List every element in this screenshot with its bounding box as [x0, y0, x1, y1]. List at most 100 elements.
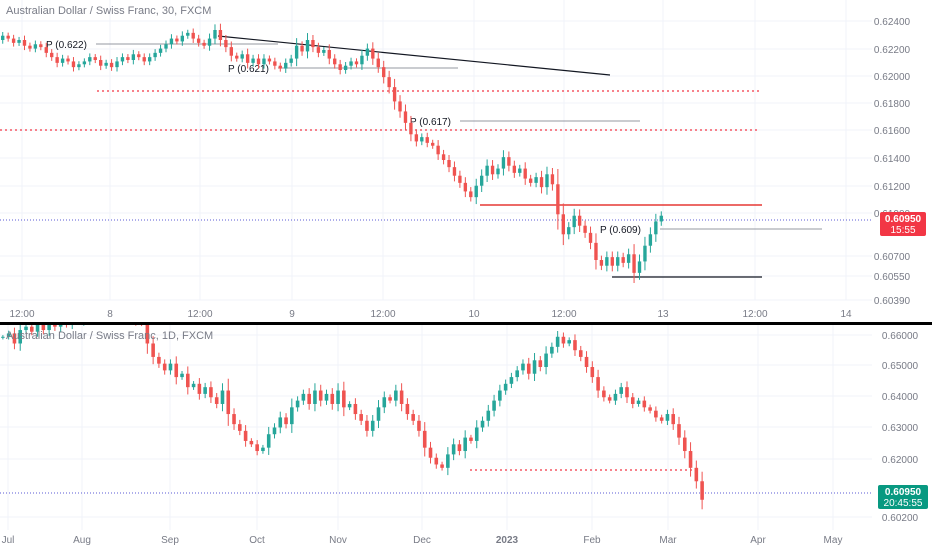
- bottom-candle-body: [474, 427, 479, 441]
- top-candle-body: [169, 38, 174, 45]
- top-chart-panel[interactable]: P (0.622) P (0.621) P (0.617) P (0.609) Aus…: [0, 0, 932, 322]
- top-candle-body: [322, 50, 326, 53]
- top-candle-body: [164, 44, 168, 49]
- bottom-candle-body: [209, 387, 213, 398]
- bottom-candle-body: [238, 424, 242, 431]
- top-candles: [1, 23, 663, 284]
- bottom-candle-body: [203, 387, 207, 394]
- bottom-drawings[interactable]: [0, 469, 872, 494]
- bottom-candle-body: [284, 417, 288, 425]
- top-candle-body: [240, 54, 244, 59]
- top-candle-body: [414, 134, 419, 142]
- bottom-candle-body: [249, 440, 254, 445]
- bottom-candle-body: [550, 346, 554, 354]
- top-candle-body: [376, 58, 380, 68]
- bottom-price-axis[interactable]: 0.66000 0.65000 0.64000 0.63000 0.62000 0.602…: [882, 331, 919, 524]
- bottom-time-tick: Dec: [413, 535, 431, 546]
- bottom-candle-body: [665, 414, 670, 421]
- bottom-candle-body: [12, 333, 17, 344]
- top-candle-body: [284, 62, 288, 69]
- bottom-candle-body: [682, 437, 687, 452]
- bottom-candle-body: [35, 325, 40, 332]
- bottom-candles: [1, 325, 704, 510]
- top-candle-body: [50, 52, 54, 58]
- bottom-candle-body: [446, 454, 450, 468]
- top-time-axis[interactable]: 12:00 8 12:00 9 12:00 10 12:00 13 12:00 14: [9, 309, 852, 320]
- bottom-candle-body: [365, 420, 369, 431]
- top-price-tick: 0.60390: [874, 296, 911, 307]
- top-candle-body: [120, 57, 125, 62]
- bottom-chart-panel[interactable]: Australian Dollar / Swiss Franc, 1D, FXC…: [0, 325, 932, 550]
- top-candle-body: [278, 65, 282, 69]
- top-candle-body: [583, 225, 587, 233]
- bottom-time-tick: 2023: [496, 535, 519, 546]
- bottom-candle-body: [174, 363, 179, 378]
- bottom-candle-body: [255, 444, 259, 452]
- top-candle-body: [316, 47, 321, 53]
- bottom-candle-body: [232, 414, 236, 425]
- top-candle-body: [77, 64, 81, 68]
- bottom-candle-body: [625, 387, 629, 398]
- bottom-candle-body: [370, 420, 375, 431]
- top-candle-body: [463, 182, 468, 192]
- bottom-candle-body: [226, 390, 231, 415]
- top-candle-body: [632, 254, 636, 273]
- bottom-grid: [0, 325, 872, 530]
- top-candle-body: [251, 58, 255, 63]
- top-time-tick: 12:00: [742, 309, 767, 320]
- top-candle-body: [485, 165, 489, 176]
- top-candle-body: [610, 257, 614, 266]
- top-candle-body: [224, 40, 228, 48]
- trendline[interactable]: [217, 35, 611, 76]
- bottom-candle-body: [214, 397, 219, 404]
- top-time-tick: 12:00: [187, 309, 212, 320]
- bottom-candle-body: [428, 447, 433, 458]
- top-candle-body: [294, 45, 299, 59]
- bottom-candle-body: [417, 420, 421, 431]
- top-price-axis[interactable]: 0.62400 0.62200 0.62000 0.61800 0.61600 0.614…: [874, 17, 911, 307]
- top-candle-body: [392, 87, 397, 102]
- top-candle-body: [6, 35, 10, 39]
- bottom-candle-body: [53, 325, 57, 327]
- bottom-candle-body: [278, 417, 283, 428]
- top-candle-body: [115, 61, 119, 68]
- bottom-candle-body: [162, 363, 167, 371]
- top-candle-body: [626, 254, 631, 263]
- top-candle-body: [561, 214, 565, 235]
- top-candle-body: [447, 160, 451, 168]
- bottom-candle-body: [498, 390, 502, 401]
- bottom-candle-body: [186, 373, 190, 388]
- bottom-candle-body: [295, 400, 300, 408]
- bottom-candle-body: [613, 393, 618, 401]
- bottom-candle-body: [168, 363, 173, 371]
- bottom-candle-body: [243, 430, 248, 441]
- top-price-tick: 0.61600: [874, 126, 911, 137]
- top-candle-body: [425, 137, 429, 143]
- top-candle-body: [643, 245, 647, 262]
- pivot-label: P (0.609): [600, 225, 641, 236]
- bottom-candle-body: [659, 417, 664, 421]
- top-price-tick: 0.60550: [874, 272, 911, 283]
- top-candle-body: [28, 45, 32, 49]
- bottom-candle-body: [180, 373, 184, 378]
- bottom-candle-body: [388, 397, 392, 401]
- bottom-candle-body: [376, 407, 381, 421]
- bottom-candle-body: [272, 427, 277, 435]
- bottom-time-tick: Sep: [161, 535, 179, 546]
- bottom-candle-body: [561, 336, 566, 344]
- bottom-candle-body: [584, 356, 589, 368]
- top-candle-body: [621, 257, 625, 263]
- top-candle-body: [441, 154, 446, 160]
- top-candle-body: [158, 48, 163, 53]
- top-candle-body: [207, 38, 212, 46]
- panel-divider[interactable]: [0, 322, 932, 325]
- top-drawings[interactable]: P (0.622) P (0.621) P (0.617) P (0.609): [0, 35, 872, 278]
- top-candle-body: [11, 38, 16, 43]
- bottom-candle-body: [555, 336, 560, 347]
- top-candle-body: [153, 52, 157, 58]
- top-time-tick: 12:00: [370, 309, 395, 320]
- bottom-candle-body: [677, 424, 681, 438]
- bottom-time-axis[interactable]: Jul Aug Sep Oct Nov Dec 2023 Feb Mar Apr May: [2, 535, 843, 546]
- bottom-candle-body: [422, 430, 427, 448]
